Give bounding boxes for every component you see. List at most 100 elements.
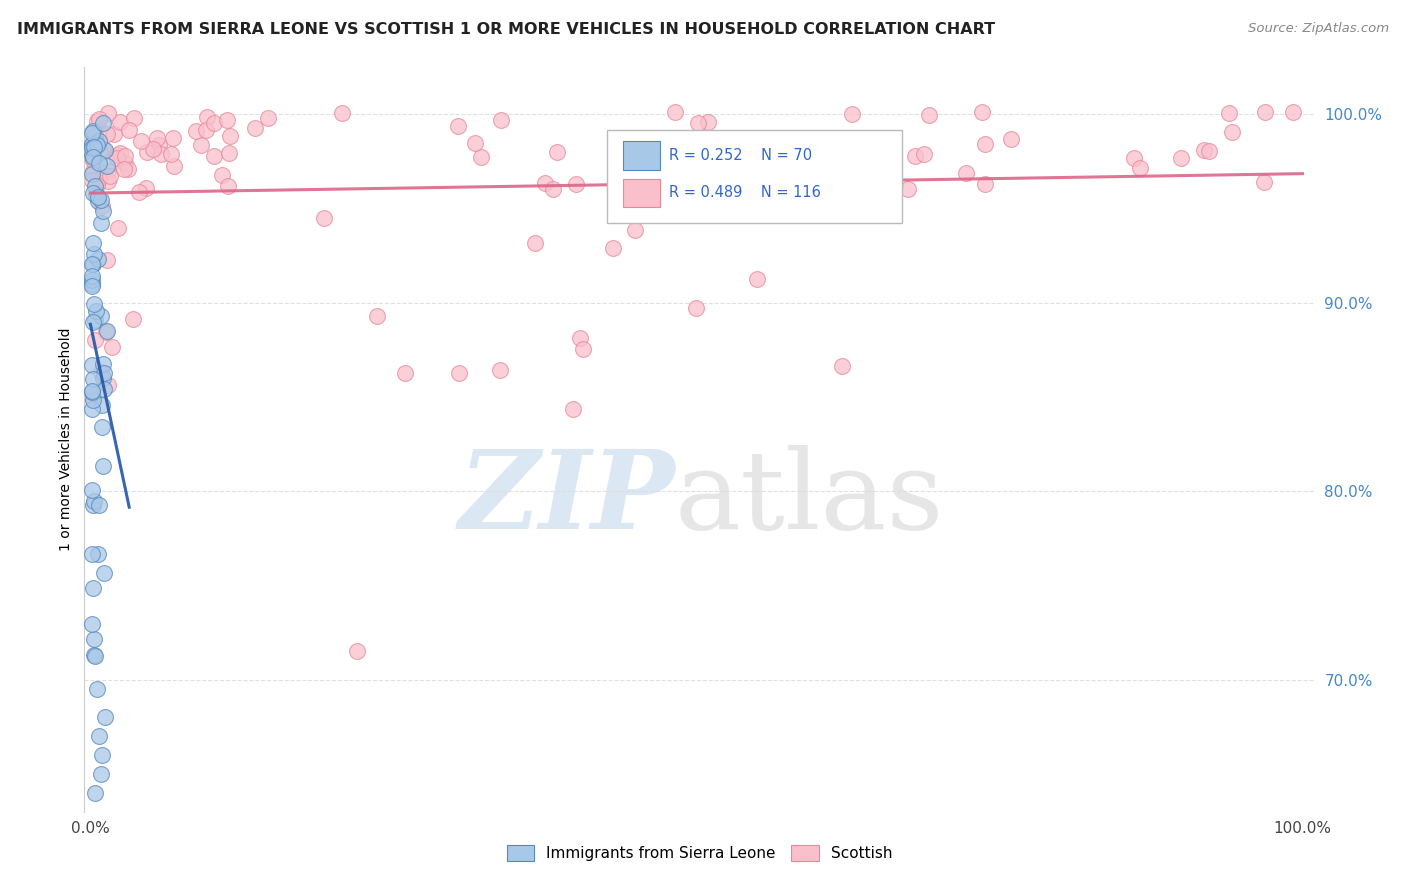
- Point: [243, 121, 266, 136]
- Point: [1129, 161, 1152, 176]
- Point: [87, 156, 110, 170]
- Point: [80, 140, 103, 154]
- Legend: Immigrants from Sierra Leone, Scottish: Immigrants from Sierra Leone, Scottish: [501, 839, 898, 867]
- Point: [112, 162, 135, 177]
- Point: [80, 148, 103, 162]
- Point: [685, 301, 707, 315]
- FancyBboxPatch shape: [607, 130, 903, 223]
- Point: [1218, 105, 1240, 120]
- Point: [394, 366, 416, 380]
- Point: [90, 194, 112, 208]
- Point: [83, 140, 105, 154]
- Point: [1253, 175, 1275, 189]
- Point: [602, 241, 624, 255]
- Point: [83, 632, 105, 647]
- Point: [82, 141, 104, 155]
- Point: [564, 177, 586, 191]
- Point: [571, 342, 593, 356]
- Point: [884, 178, 907, 192]
- Point: [82, 186, 104, 201]
- Point: [82, 393, 104, 408]
- Point: [195, 123, 218, 137]
- Point: [82, 153, 104, 167]
- Point: [83, 296, 105, 310]
- Point: [84, 179, 107, 194]
- Text: ZIP: ZIP: [458, 445, 675, 553]
- Point: [142, 142, 165, 156]
- Point: [86, 682, 108, 697]
- Point: [90, 216, 112, 230]
- Point: [256, 112, 278, 126]
- Point: [1198, 145, 1220, 159]
- Point: [1220, 125, 1243, 139]
- Point: [970, 105, 993, 120]
- Point: [80, 137, 103, 152]
- Point: [84, 304, 107, 318]
- Point: [195, 111, 218, 125]
- Point: [93, 366, 115, 380]
- Point: [83, 786, 105, 800]
- Point: [87, 190, 110, 204]
- Point: [80, 483, 103, 497]
- Point: [80, 385, 103, 400]
- Point: [91, 198, 114, 212]
- Point: [117, 161, 139, 176]
- Point: [96, 159, 118, 173]
- Point: [562, 401, 585, 416]
- Point: [523, 236, 546, 251]
- Text: IMMIGRANTS FROM SIERRA LEONE VS SCOTTISH 1 OR MORE VEHICLES IN HOUSEHOLD CORRELA: IMMIGRANTS FROM SIERRA LEONE VS SCOTTISH…: [17, 22, 995, 37]
- Point: [128, 186, 150, 200]
- Point: [1000, 132, 1022, 146]
- Point: [955, 166, 977, 180]
- Point: [94, 143, 117, 157]
- Point: [89, 134, 111, 148]
- Point: [624, 223, 647, 237]
- Point: [91, 142, 114, 156]
- Point: [83, 649, 105, 664]
- Point: [84, 313, 107, 327]
- Point: [103, 127, 125, 141]
- Text: atlas: atlas: [675, 445, 945, 552]
- Point: [546, 145, 568, 159]
- Point: [90, 398, 112, 412]
- Point: [83, 648, 105, 662]
- Point: [96, 325, 118, 339]
- Point: [912, 147, 935, 161]
- Point: [80, 402, 103, 417]
- Point: [90, 767, 112, 781]
- Point: [146, 131, 169, 145]
- Point: [149, 147, 172, 161]
- Point: [90, 309, 112, 323]
- Point: [80, 137, 103, 152]
- Point: [91, 116, 114, 130]
- Point: [489, 363, 512, 377]
- Point: [82, 277, 104, 292]
- Point: [82, 126, 104, 140]
- Point: [89, 145, 111, 160]
- Point: [534, 176, 557, 190]
- Point: [105, 151, 128, 165]
- Point: [96, 128, 118, 142]
- Point: [664, 105, 686, 120]
- Point: [366, 310, 388, 324]
- Point: [82, 582, 104, 596]
- Point: [87, 498, 110, 512]
- Point: [107, 221, 129, 235]
- Point: [84, 333, 107, 347]
- Point: [219, 129, 242, 144]
- Point: [87, 729, 110, 743]
- Text: R = 0.252    N = 70: R = 0.252 N = 70: [669, 148, 811, 163]
- Point: [217, 113, 239, 128]
- Point: [82, 257, 104, 271]
- Point: [91, 748, 114, 763]
- Point: [163, 159, 186, 173]
- Point: [80, 358, 103, 372]
- Point: [114, 155, 136, 169]
- Point: [82, 372, 104, 386]
- Point: [330, 106, 353, 120]
- Point: [131, 134, 153, 148]
- Point: [918, 108, 941, 122]
- Point: [96, 252, 118, 267]
- Point: [87, 123, 110, 137]
- Point: [312, 211, 335, 225]
